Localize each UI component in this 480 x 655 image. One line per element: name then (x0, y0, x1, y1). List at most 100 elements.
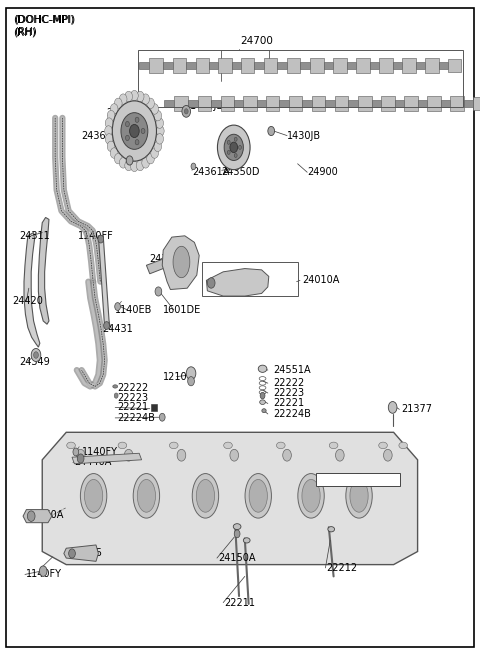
Polygon shape (427, 96, 441, 111)
Circle shape (184, 109, 188, 114)
Circle shape (98, 235, 104, 243)
Ellipse shape (224, 442, 232, 449)
Circle shape (147, 98, 155, 109)
Polygon shape (404, 96, 418, 111)
Circle shape (125, 160, 132, 171)
Circle shape (104, 322, 109, 329)
Circle shape (151, 103, 158, 114)
Circle shape (155, 287, 162, 296)
Circle shape (135, 117, 139, 122)
Polygon shape (287, 58, 300, 73)
Text: 1430JB: 1430JB (287, 130, 321, 141)
Circle shape (107, 141, 115, 151)
Polygon shape (439, 62, 448, 69)
Circle shape (156, 126, 164, 136)
Text: 24350D: 24350D (221, 167, 259, 178)
Circle shape (336, 449, 344, 461)
Circle shape (73, 448, 79, 456)
Text: 24431: 24431 (102, 324, 132, 334)
Circle shape (124, 449, 133, 461)
Polygon shape (139, 62, 149, 69)
Polygon shape (257, 100, 266, 107)
Bar (151, 404, 157, 411)
Polygon shape (425, 58, 439, 73)
Circle shape (141, 128, 145, 134)
Text: 24370B: 24370B (107, 107, 144, 118)
Circle shape (283, 449, 291, 461)
Circle shape (154, 111, 162, 121)
Circle shape (230, 142, 238, 153)
Polygon shape (312, 96, 325, 111)
Polygon shape (146, 255, 177, 274)
Ellipse shape (350, 479, 368, 512)
Text: 24010A: 24010A (302, 275, 340, 286)
Polygon shape (372, 100, 381, 107)
Text: 1140FY: 1140FY (82, 447, 118, 457)
Polygon shape (324, 62, 333, 69)
Ellipse shape (276, 442, 285, 449)
Polygon shape (254, 62, 264, 69)
Polygon shape (464, 100, 473, 107)
Text: 22222: 22222 (118, 383, 149, 393)
Circle shape (388, 402, 397, 413)
Ellipse shape (329, 442, 338, 449)
Text: 22223: 22223 (118, 392, 149, 403)
Polygon shape (335, 96, 348, 111)
Ellipse shape (173, 246, 190, 278)
Circle shape (217, 125, 250, 170)
Ellipse shape (243, 538, 250, 543)
Circle shape (115, 303, 120, 310)
Text: 22221: 22221 (118, 402, 149, 413)
Ellipse shape (258, 365, 267, 373)
Circle shape (384, 449, 392, 461)
Polygon shape (370, 62, 379, 69)
Ellipse shape (133, 474, 159, 518)
Text: 22211: 22211 (225, 597, 256, 608)
Text: 24420: 24420 (12, 296, 43, 307)
Polygon shape (209, 62, 218, 69)
Ellipse shape (169, 442, 178, 449)
Circle shape (234, 138, 237, 141)
Polygon shape (450, 96, 464, 111)
Text: 24311: 24311 (19, 231, 50, 241)
Polygon shape (72, 453, 142, 464)
Circle shape (121, 113, 148, 149)
Text: 1430JB: 1430JB (190, 101, 224, 111)
Ellipse shape (233, 524, 241, 529)
Polygon shape (348, 100, 358, 107)
Circle shape (69, 549, 75, 558)
Circle shape (120, 158, 127, 168)
Circle shape (126, 156, 133, 165)
Polygon shape (448, 59, 461, 72)
Circle shape (142, 94, 149, 104)
Ellipse shape (192, 474, 218, 518)
Circle shape (120, 94, 127, 104)
Circle shape (114, 393, 118, 398)
Bar (316, 473, 400, 486)
Polygon shape (173, 58, 186, 73)
Circle shape (156, 118, 164, 128)
Text: 22224B: 22224B (274, 409, 312, 419)
Text: 22212: 22212 (326, 563, 358, 573)
Polygon shape (241, 58, 254, 73)
Circle shape (142, 158, 149, 168)
Ellipse shape (302, 479, 320, 512)
Ellipse shape (298, 474, 324, 518)
Polygon shape (42, 432, 418, 565)
Ellipse shape (399, 442, 408, 449)
Polygon shape (441, 100, 450, 107)
Polygon shape (333, 58, 347, 73)
Circle shape (182, 105, 191, 117)
Circle shape (136, 160, 144, 171)
Circle shape (131, 161, 138, 172)
Ellipse shape (196, 479, 215, 512)
Circle shape (114, 153, 122, 164)
Polygon shape (64, 545, 98, 561)
Ellipse shape (346, 474, 372, 518)
Circle shape (234, 530, 240, 538)
Circle shape (114, 98, 122, 109)
Circle shape (268, 126, 275, 136)
Ellipse shape (379, 442, 387, 449)
Text: 1140FF: 1140FF (78, 231, 113, 241)
Polygon shape (279, 100, 289, 107)
